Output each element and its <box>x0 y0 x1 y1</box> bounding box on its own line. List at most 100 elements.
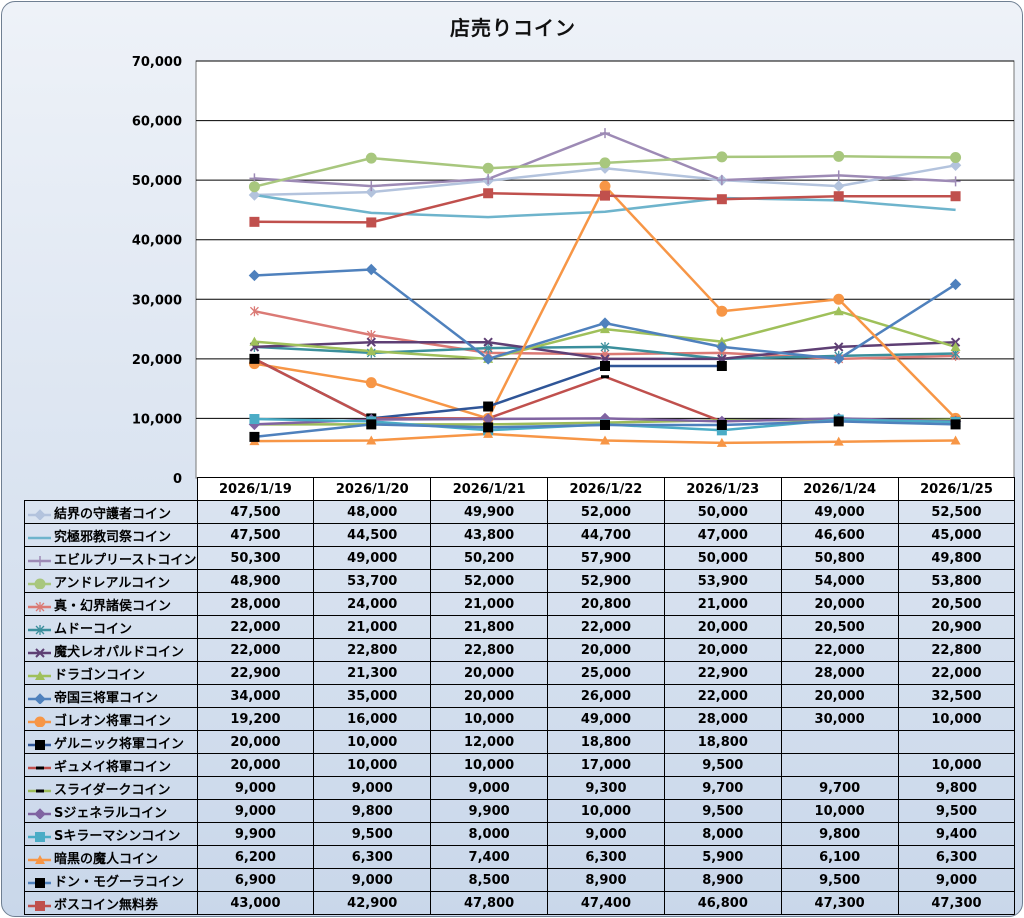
data-label: 20,000 <box>430 661 549 685</box>
series-name: Sジェネラルコイン <box>24 799 198 823</box>
data-label: 48,000 <box>313 500 432 524</box>
data-point <box>599 317 611 329</box>
x-tick-label: 2026/1/21 <box>430 477 549 501</box>
data-label: 9,900 <box>430 799 549 823</box>
data-label: 48,900 <box>196 569 315 593</box>
data-label: 47,500 <box>196 500 315 524</box>
data-label: 52,500 <box>897 500 1016 524</box>
data-point <box>35 648 45 658</box>
series-name: 暗黒の魔人コイン <box>24 845 198 869</box>
data-label: 44,500 <box>313 523 432 547</box>
data-label: 8,900 <box>547 868 665 892</box>
legend-key <box>28 693 51 704</box>
data-label: 18,800 <box>663 730 782 754</box>
data-label <box>780 730 899 754</box>
data-point <box>249 414 260 425</box>
data-point <box>949 159 962 171</box>
series-label: 結界の守護者コイン <box>54 506 172 522</box>
series-label: 暗黒の魔人コイン <box>54 851 159 867</box>
data-label: 9,500 <box>897 799 1016 823</box>
legend-key <box>28 602 51 612</box>
table-row: 真・幻界諸侯コイン 28,000 24,000 21,000 20,800 21,000 2… <box>24 592 1016 616</box>
series-label: エビルプリーストコイン <box>54 552 197 568</box>
data-label: 43,800 <box>430 523 549 547</box>
data-point <box>35 602 45 612</box>
data-point <box>34 808 46 819</box>
legend-key <box>28 832 51 842</box>
data-label: 9,500 <box>663 753 782 777</box>
data-point <box>716 175 727 186</box>
legend-key <box>28 901 51 911</box>
data-label: 47,400 <box>547 891 665 915</box>
data-label: 50,200 <box>430 546 549 570</box>
chart-title: 店売りコイン <box>450 16 576 40</box>
data-point <box>36 789 44 793</box>
table-row: Sジェネラルコイン 9,000 9,800 9,900 10,000 9,500 10,00… <box>24 799 1016 823</box>
y-tick-label: 60,000 <box>132 115 182 130</box>
data-label: 22,000 <box>663 684 782 708</box>
data-label: 22,900 <box>663 661 782 685</box>
series-label: ギュメイ将軍コイン <box>54 759 172 775</box>
data-label: 9,300 <box>547 776 665 800</box>
data-point <box>600 341 610 352</box>
table-row: ゲルニック将軍コイン 20,000 10,000 12,000 18,800 18,800 <box>24 730 1016 754</box>
data-label: 20,000 <box>663 615 782 639</box>
data-point <box>600 419 610 430</box>
table-row: スライダークコイン 9,000 9,000 9,000 9,300 9,700 9,700 9… <box>24 776 1016 800</box>
data-point <box>833 150 845 162</box>
data-label: 8,000 <box>430 822 549 846</box>
data-point <box>716 341 728 353</box>
data-label: 8,000 <box>663 822 782 846</box>
series-label: ムドーコイン <box>54 621 133 637</box>
data-label: 9,800 <box>897 776 1016 800</box>
data-label: 20,000 <box>196 753 315 777</box>
data-label: 46,800 <box>663 891 782 915</box>
data-point <box>250 357 259 361</box>
series-label: ドラゴンコイン <box>54 667 146 683</box>
series-label: 真・幻界諸侯コイン <box>54 598 172 614</box>
data-point <box>716 437 727 447</box>
data-label <box>780 753 899 777</box>
data-point <box>35 625 45 635</box>
data-label: 20,000 <box>196 730 315 754</box>
data-point <box>950 419 961 430</box>
series-name: スライダークコイン <box>24 776 198 800</box>
series-name: ドン・モグーラコイン <box>24 868 198 892</box>
series-name: ボスコイン無料券 <box>24 891 198 915</box>
data-point <box>366 419 377 430</box>
data-label: 49,000 <box>313 546 432 570</box>
data-point <box>365 377 377 389</box>
data-point <box>35 671 45 680</box>
data-point <box>366 435 377 445</box>
data-point <box>716 336 727 346</box>
data-label: 9,900 <box>196 822 315 846</box>
data-label: 9,800 <box>313 799 432 823</box>
series-label: アンドレアルコイン <box>54 575 171 591</box>
series-name: 魔犬レオパルドコイン <box>24 638 198 662</box>
data-point <box>366 346 377 356</box>
data-label: 9,000 <box>897 868 1016 892</box>
series-label: ゴレオン将軍コイン <box>54 713 172 729</box>
legend-key <box>28 855 51 864</box>
series-name: ゴレオン将軍コイン <box>24 707 198 731</box>
series-label: Sキラーマシンコイン <box>54 828 181 844</box>
data-point <box>483 428 494 438</box>
data-label: 10,000 <box>430 753 549 777</box>
data-label: 21,000 <box>313 615 432 639</box>
data-point <box>716 419 727 430</box>
data-point <box>950 435 961 445</box>
data-point <box>249 216 260 227</box>
data-point <box>950 152 962 164</box>
table-row: Sキラーマシンコイン 9,900 9,500 8,000 9,000 8,000 9,800… <box>24 822 1016 846</box>
data-label: 9,000 <box>313 868 432 892</box>
data-table: 2026/1/19 2026/1/20 2026/1/21 2026/1/22 2026… <box>24 477 1016 915</box>
legend-key <box>28 716 51 727</box>
legend-key <box>28 578 51 589</box>
table-row: ドラゴンコイン 22,900 21,300 20,000 25,000 22,900 28,… <box>24 661 1016 685</box>
data-point <box>366 181 377 192</box>
data-label: 10,000 <box>313 730 432 754</box>
data-point <box>599 157 611 169</box>
series-name: 真・幻界諸侯コイン <box>24 592 198 616</box>
legend-key <box>28 766 51 770</box>
